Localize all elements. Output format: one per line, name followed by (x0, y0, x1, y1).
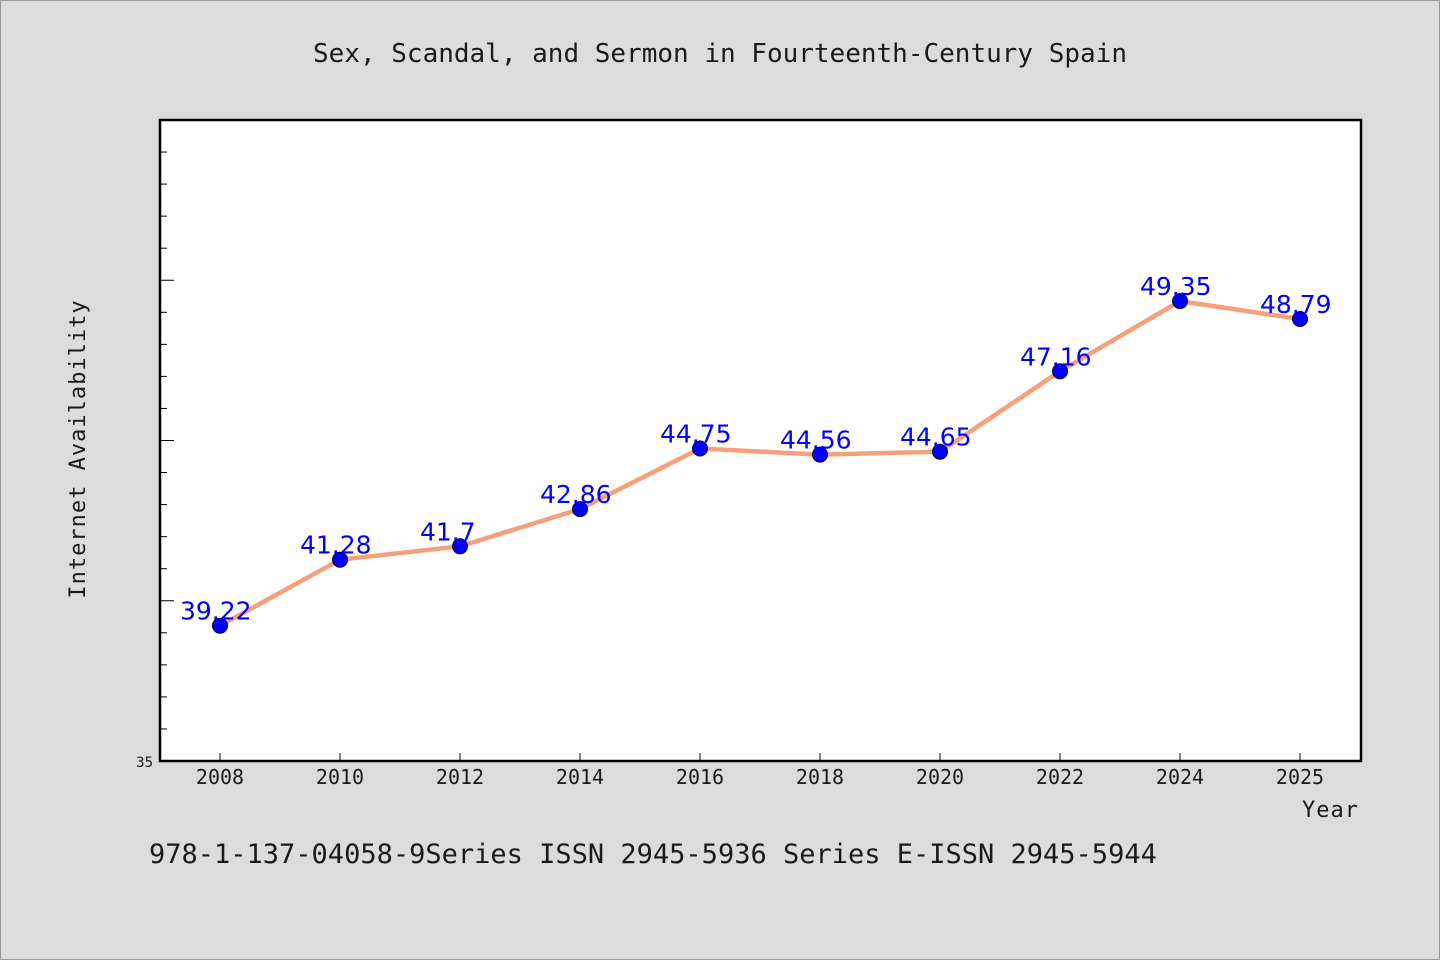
data-point (572, 501, 588, 518)
x-tick-label: 2020 (916, 765, 964, 789)
data-point (812, 446, 828, 463)
data-label: 47.16 (1020, 342, 1092, 371)
x-tick-label: 2010 (316, 765, 364, 789)
y-tick-label-min: 35 (136, 755, 153, 771)
y-axis-ticks (160, 151, 174, 730)
series-group: 39.22 41.28 41.7 42.86 44.75 44.56 44.65 47.16 4… (180, 272, 1332, 634)
x-tick-label: 2016 (676, 765, 724, 789)
data-point (1052, 363, 1068, 380)
data-point (1292, 311, 1308, 327)
data-label: 41.28 (300, 531, 372, 560)
data-label: 41.7 (420, 517, 476, 546)
data-point (932, 443, 948, 460)
data-point (212, 617, 228, 634)
x-axis-title: Year (1302, 798, 1359, 823)
plot-area (158, 118, 1363, 763)
data-label: 42.86 (540, 480, 612, 509)
data-label: 44.65 (900, 423, 972, 452)
data-point (692, 440, 708, 457)
x-axis-tick-labels: 2008 2010 2012 2014 2016 2018 2020 2022 2024 2025 (196, 765, 1324, 789)
x-tick-label: 2012 (436, 765, 484, 789)
data-point (332, 551, 348, 568)
data-label: 44.75 (660, 420, 732, 449)
data-label: 48.79 (1260, 290, 1332, 319)
x-tick-label: 2024 (1156, 765, 1204, 789)
y-axis-title: Internet Availability (66, 299, 91, 598)
x-tick-label: 2022 (1036, 765, 1084, 789)
data-label: 44.56 (780, 426, 852, 455)
series-line (217, 298, 1303, 628)
x-axis-ticks (219, 753, 1301, 761)
data-point (452, 538, 468, 555)
footer-text: 978-1-137-04058-9Series ISSN 2945-5936 S… (149, 839, 1157, 870)
chart-title: Sex, Scandal, and Sermon in Fourteenth-C… (313, 39, 1127, 69)
x-tick-label: 2025 (1276, 765, 1324, 789)
data-label: 39.22 (180, 597, 252, 626)
data-point (1172, 293, 1188, 310)
x-tick-label: 2008 (196, 765, 244, 789)
x-tick-label: 2018 (796, 765, 844, 789)
data-label: 49.35 (1140, 272, 1212, 301)
x-tick-label: 2014 (556, 765, 604, 789)
